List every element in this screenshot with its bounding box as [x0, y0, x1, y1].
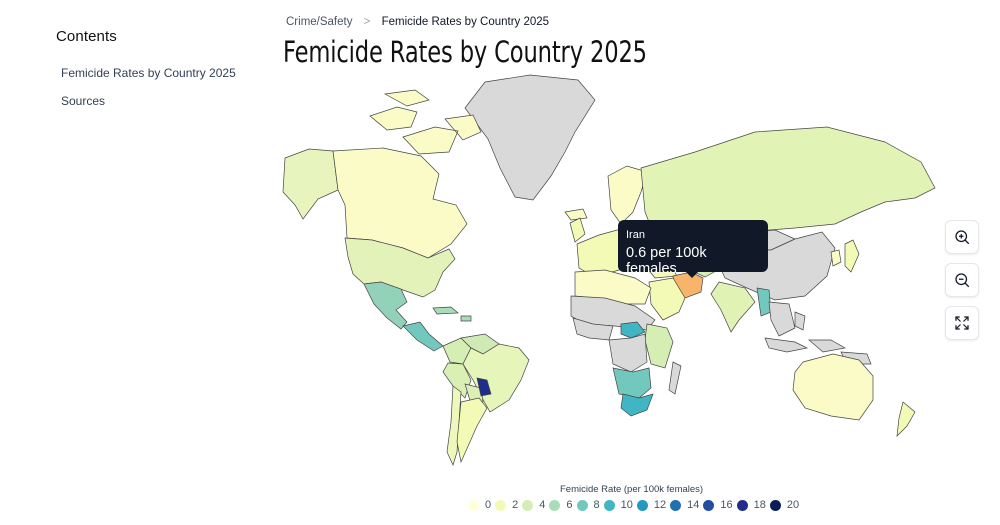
country-greenland[interactable]	[464, 74, 596, 201]
breadcrumb: Crime/Safety > Femicide Rates by Country…	[286, 16, 549, 28]
country-arabia[interactable]	[648, 277, 686, 321]
breadcrumb-separator: >	[363, 16, 371, 28]
country-southeast-asia[interactable]	[768, 301, 806, 337]
legend-label: 2	[512, 499, 519, 511]
country-tooltip: Iran 0.6 per 100k females	[618, 220, 768, 278]
legend-swatch	[636, 499, 648, 511]
expand-icon	[955, 316, 969, 330]
fullscreen-button[interactable]	[945, 306, 979, 340]
legend-swatch	[468, 499, 479, 511]
country-central-america[interactable]	[402, 321, 444, 352]
legend-swatch	[522, 499, 534, 511]
country-mexico[interactable]	[363, 281, 408, 330]
legend-item: 14	[670, 499, 699, 511]
map-controls	[945, 220, 979, 349]
country-alaska[interactable]	[282, 148, 339, 220]
legend-label: 18	[753, 499, 766, 511]
contents-panel: Contents Femicide Rates by Country 2025 …	[56, 28, 266, 108]
map-regions	[282, 74, 936, 466]
contents-link-sources[interactable]: Sources	[61, 94, 106, 108]
zoom-in-icon	[955, 230, 970, 245]
country-peru[interactable]	[442, 362, 472, 399]
country-caribbean[interactable]	[432, 306, 472, 322]
legend-item: 4	[522, 499, 545, 511]
world-map[interactable]	[275, 72, 940, 472]
legend-item: 18	[736, 499, 766, 511]
country-australia[interactable]	[792, 353, 874, 421]
tooltip-rate: 0.6 per 100k females	[626, 245, 707, 277]
country-indonesia[interactable]	[764, 337, 847, 353]
legend-item: 8	[576, 499, 600, 511]
country-paraguay[interactable]	[476, 377, 492, 397]
legend-item: 2	[495, 499, 518, 511]
legend-item: 10	[603, 499, 633, 511]
legend: 0 2 4 6 8 10 12 14 16 18 20	[468, 499, 803, 514]
country-iceland[interactable]	[564, 208, 588, 221]
legend-label: 12	[653, 499, 667, 511]
legend-swatch	[703, 499, 715, 511]
country-canada[interactable]	[332, 147, 468, 259]
legend-item: 20	[769, 499, 800, 511]
country-usa[interactable]	[344, 237, 456, 298]
breadcrumb-parent-link[interactable]: Crime/Safety	[286, 16, 353, 28]
country-scandinavia[interactable]	[607, 165, 648, 225]
tooltip-country: Iran	[626, 229, 645, 241]
zoom-out-button[interactable]	[945, 263, 979, 297]
country-chile[interactable]	[446, 385, 462, 466]
country-east-africa[interactable]	[644, 323, 674, 369]
legend-label: 14	[687, 499, 700, 511]
zoom-out-icon	[955, 273, 970, 288]
country-arctic-islands[interactable]	[369, 89, 482, 155]
legend-label: 4	[539, 499, 546, 511]
legend-swatch	[670, 499, 682, 511]
legend-swatch	[495, 499, 507, 511]
legend-swatch	[736, 499, 748, 511]
legend-swatch	[549, 499, 561, 511]
country-japan[interactable]	[844, 239, 860, 273]
page-title: Femicide Rates by Country 2025	[283, 35, 647, 69]
country-madagascar[interactable]	[668, 361, 682, 395]
breadcrumb-current: Femicide Rates by Country 2025	[381, 16, 550, 28]
country-argentina[interactable]	[456, 397, 488, 464]
country-congo[interactable]	[608, 333, 648, 373]
legend-item: 12	[636, 499, 667, 511]
contents-link-femicide-rates[interactable]: Femicide Rates by Country 2025	[61, 66, 236, 80]
legend-label: 6	[566, 499, 573, 511]
legend-title: Femicide Rate (per 100k females)	[560, 484, 704, 495]
legend-swatch	[576, 499, 588, 511]
country-southern-africa[interactable]	[612, 367, 652, 399]
country-india[interactable]	[710, 281, 756, 333]
country-uk[interactable]	[569, 217, 586, 243]
legend-label: 20	[786, 499, 800, 511]
legend-swatch	[603, 499, 615, 511]
legend-label: 8	[593, 499, 600, 511]
country-central-african-republic[interactable]	[620, 321, 646, 339]
country-south-africa[interactable]	[620, 393, 654, 417]
legend-label: 10	[620, 499, 633, 511]
contents-heading: Contents	[56, 28, 117, 45]
country-new-zealand[interactable]	[896, 401, 916, 437]
legend-label: 16	[720, 499, 733, 511]
legend-label: 0	[485, 499, 492, 511]
legend-item: 16	[703, 499, 733, 511]
country-korea[interactable]	[830, 249, 842, 267]
legend-item: 6	[549, 499, 573, 511]
zoom-in-button[interactable]	[945, 220, 979, 254]
legend-item: 0	[468, 499, 491, 511]
legend-swatch	[769, 499, 781, 511]
